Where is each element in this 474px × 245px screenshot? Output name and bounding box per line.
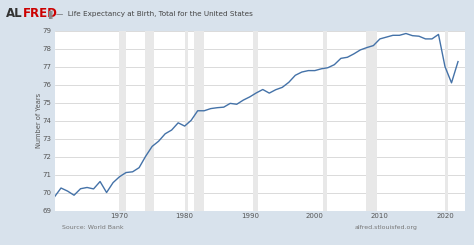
Bar bbox=[253, 31, 258, 211]
Bar bbox=[185, 31, 188, 211]
Text: FRED: FRED bbox=[23, 7, 58, 20]
Bar bbox=[119, 31, 126, 211]
Bar bbox=[145, 31, 154, 211]
Text: Source: World Bank: Source: World Bank bbox=[62, 225, 123, 230]
Text: ▐|: ▐| bbox=[45, 10, 54, 19]
Text: —  Life Expectancy at Birth, Total for the United States: — Life Expectancy at Birth, Total for th… bbox=[56, 11, 253, 16]
Bar bbox=[194, 31, 204, 211]
Text: alfred.stlouisfed.org: alfred.stlouisfed.org bbox=[354, 225, 417, 230]
Bar bbox=[366, 31, 377, 211]
Bar bbox=[323, 31, 328, 211]
Bar bbox=[445, 31, 448, 211]
Text: AL: AL bbox=[6, 7, 22, 20]
Y-axis label: Number of Years: Number of Years bbox=[36, 93, 42, 148]
